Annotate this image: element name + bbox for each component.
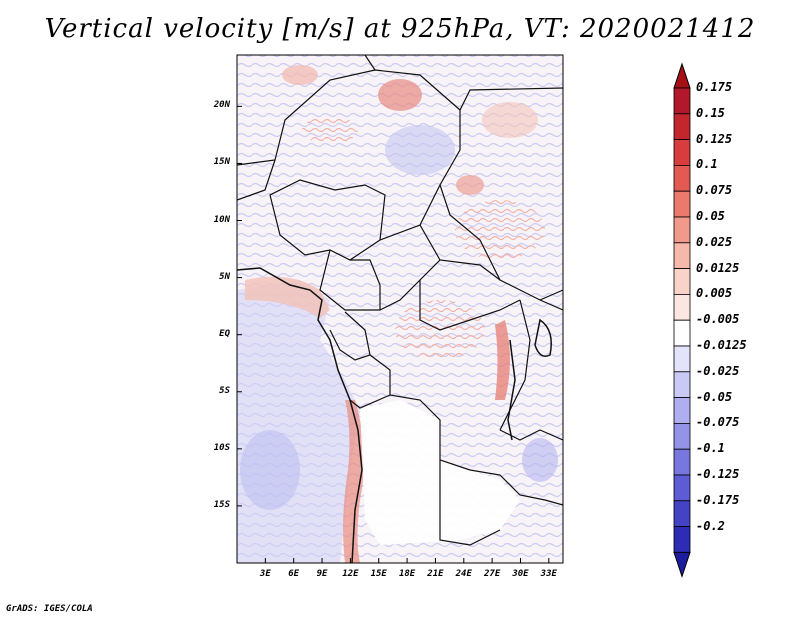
colorbar-label: 0.175 bbox=[696, 80, 733, 94]
map-title: Vertical velocity [m/s] at 925hPa, VT: 2… bbox=[44, 14, 756, 44]
lon-tick-label: 21E bbox=[427, 569, 444, 579]
lat-tick-label: 5S bbox=[219, 385, 230, 396]
colorbar-swatch bbox=[673, 422, 691, 450]
lake-victoria bbox=[534, 318, 552, 357]
lon-tick-label: 12E bbox=[342, 569, 359, 579]
colorbar-label: 0.005 bbox=[696, 286, 733, 301]
lon-tick-label: 33E bbox=[540, 569, 557, 579]
colorbar-label: -0.1 bbox=[696, 441, 725, 456]
colorbar-swatch bbox=[673, 242, 691, 270]
colorbar-label: -0.025 bbox=[696, 363, 740, 378]
colorbar-label: 0.05 bbox=[696, 209, 725, 223]
colorbar-swatch bbox=[673, 216, 691, 244]
colorbar-swatch bbox=[673, 397, 691, 424]
lon-tick-label: 27E bbox=[483, 569, 501, 579]
colorbar-top-arrow bbox=[673, 62, 691, 89]
colorbar-label: -0.05 bbox=[696, 389, 733, 404]
colorbar-swatch bbox=[673, 139, 691, 166]
colorbar-label: 0.0125 bbox=[696, 260, 740, 275]
lon-tick-label: 15E bbox=[370, 569, 387, 579]
lon-tick-label: 24E bbox=[455, 569, 472, 579]
latitude-ticks bbox=[237, 105, 242, 507]
colorbar-label: 0.025 bbox=[696, 234, 733, 249]
country-borders bbox=[237, 55, 563, 546]
colorbar-swatch bbox=[673, 268, 691, 295]
colorbar-swatch bbox=[673, 474, 691, 502]
colorbar-label: -0.005 bbox=[696, 312, 740, 327]
lon-tick-label: 9E bbox=[316, 569, 328, 579]
colorbar-swatch bbox=[673, 164, 691, 192]
colorbar-swatch bbox=[673, 87, 691, 115]
lat-tick-label: 15S bbox=[213, 499, 230, 510]
colorbar-label: -0.075 bbox=[696, 415, 740, 430]
colorbar-swatch bbox=[673, 500, 691, 527]
lon-tick-label: 30E bbox=[512, 569, 529, 579]
colorbar bbox=[673, 62, 691, 578]
colorbar-label: -0.175 bbox=[696, 492, 740, 507]
lat-tick-label: 5N bbox=[219, 271, 230, 282]
lat-tick-label: EQ bbox=[219, 328, 230, 339]
colorbar-label: -0.0125 bbox=[696, 338, 747, 352]
colorbar-label: 0.15 bbox=[696, 105, 725, 120]
lat-tick-label: 10N bbox=[213, 214, 230, 225]
colorbar-swatch bbox=[673, 345, 691, 373]
colorbar-label: -0.125 bbox=[696, 467, 740, 481]
colorbar-label: 0.1 bbox=[696, 157, 718, 172]
coastline bbox=[237, 267, 363, 563]
lon-tick-label: 18E bbox=[398, 569, 416, 579]
lat-tick-label: 10S bbox=[213, 442, 230, 453]
colorbar-swatch bbox=[673, 113, 691, 141]
lon-tick-label: 6E bbox=[288, 569, 300, 579]
colorbar-label: 0.125 bbox=[696, 131, 733, 146]
grads-credit: GrADS: IGES/COLA bbox=[6, 604, 93, 614]
colorbar-label: -0.2 bbox=[696, 518, 725, 533]
colorbar-swatch bbox=[673, 293, 691, 321]
longitude-ticks bbox=[264, 558, 550, 563]
colorbar-swatch bbox=[673, 319, 691, 347]
colorbar-swatch bbox=[673, 448, 691, 476]
velocity-field bbox=[237, 55, 563, 563]
colorbar-bottom-arrow bbox=[673, 551, 691, 578]
lon-tick-label: 3E bbox=[259, 569, 271, 579]
lat-tick-label: 20N bbox=[213, 100, 230, 111]
colorbar-swatch bbox=[673, 371, 691, 398]
colorbar-swatch bbox=[673, 526, 691, 553]
colorbar-swatch bbox=[673, 190, 691, 218]
lat-tick-label: 15N bbox=[213, 157, 230, 168]
rift-lakes bbox=[507, 339, 516, 441]
colorbar-label: 0.075 bbox=[696, 183, 733, 198]
map-frame bbox=[236, 54, 564, 564]
